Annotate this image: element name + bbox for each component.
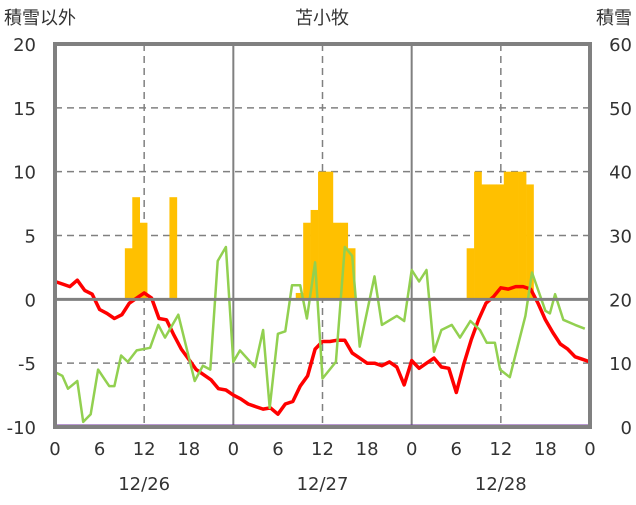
left-tick-label: 20 [13,35,36,56]
right-tick-label: 0 [621,418,632,439]
x-tick-label: 18 [534,439,557,460]
snow-bar [474,171,482,300]
snow-bar [503,171,512,300]
green-series-line [54,245,586,424]
snow-bar [518,171,527,300]
right-axis-title: 積雪 [596,8,632,29]
date-label: 12/28 [475,474,527,495]
left-axis-title: 積雪以外 [4,8,76,29]
chart-title: 苫小牧 [295,8,349,29]
snow-bar [347,248,356,300]
x-tick-label: 12 [133,439,156,460]
x-tick-label: 0 [228,439,239,460]
snow-bar [526,184,534,300]
x-tick-label: 18 [356,439,379,460]
snow-bar [318,171,326,300]
x-tick-label: 12 [489,439,512,460]
snow-bar [295,292,304,300]
right-tick-label: 30 [609,227,632,248]
red-series-line [54,278,591,416]
snow-bar [169,197,178,300]
right-tick-label: 60 [609,35,632,56]
x-tick-label: 12 [311,439,334,460]
left-tick-label: -5 [18,354,36,375]
snow-bar [488,184,497,300]
right-tick-label: 10 [609,354,632,375]
x-tick-label: 0 [584,439,595,460]
snow-bar [139,222,148,300]
plot-border [53,42,592,429]
snow-bar [496,184,505,300]
right-tick-label: 50 [609,99,632,120]
right-tick-label: 40 [609,163,632,184]
snow-bar [310,209,319,300]
snow-bar [325,171,334,300]
x-tick-label: 0 [49,439,60,460]
snow-bar [481,184,490,300]
snow-bar [132,197,141,300]
snow-bar [303,222,311,300]
left-tick-label: 15 [13,99,36,120]
left-tick-label: 0 [25,290,36,311]
left-tick-label: -10 [7,418,36,439]
date-label: 12/26 [118,474,170,495]
snow-bar [124,248,133,300]
left-tick-label: 5 [25,227,36,248]
x-tick-label: 6 [94,439,105,460]
snow-bar [511,171,519,300]
x-tick-label: 0 [406,439,417,460]
snow-bar [466,248,475,300]
right-tick-label: 20 [609,290,632,311]
x-tick-label: 18 [177,439,200,460]
left-tick-label: 10 [13,163,36,184]
snow-bar [332,222,341,300]
x-tick-label: 6 [272,439,283,460]
date-label: 12/27 [297,474,349,495]
x-tick-label: 6 [451,439,462,460]
